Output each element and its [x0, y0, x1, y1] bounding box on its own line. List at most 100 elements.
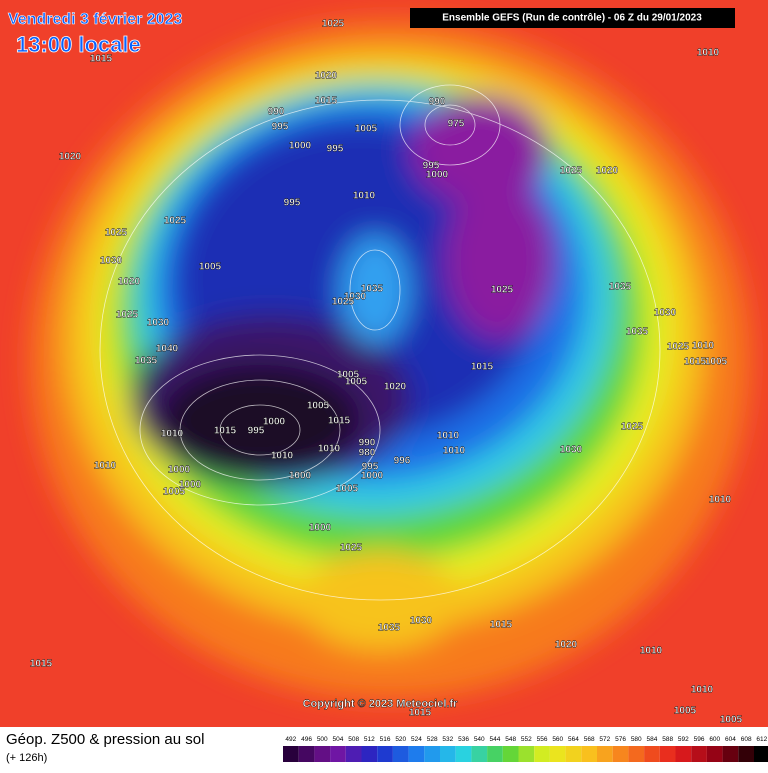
- isobar-label: 1005: [674, 706, 697, 717]
- isobar-label: 1035: [609, 282, 632, 293]
- isobar-label: 1030: [344, 292, 367, 303]
- isobar-label: 1005: [163, 487, 186, 498]
- isobar-label: 995: [362, 462, 379, 473]
- isobar-label: 1035: [361, 284, 384, 295]
- isobar-label: 1000: [309, 523, 332, 534]
- scale-swatch: [706, 746, 723, 762]
- scale-label: 612: [756, 736, 767, 743]
- isobar-label: 1005: [345, 377, 368, 388]
- isobar-label: 1000: [289, 141, 312, 152]
- isobar-label: 980: [359, 448, 376, 459]
- scale-label: 508: [348, 736, 359, 743]
- footer-title: Géop. Z500 & pression au sol: [6, 731, 204, 748]
- isobar-label: 1005: [720, 715, 743, 726]
- scale-label: 504: [333, 736, 344, 743]
- isobar-label: 1020: [384, 382, 407, 393]
- scale-swatch: [722, 746, 739, 762]
- isobar-label: 1010: [691, 685, 714, 696]
- isobar-label: 1015: [30, 659, 53, 670]
- isobar-label: 1025: [340, 543, 363, 554]
- isobar-label: 1035: [135, 356, 158, 367]
- isobar-lines: [99, 84, 661, 601]
- isobar-label: 1020: [596, 166, 619, 177]
- isobar-label: 1025: [560, 166, 583, 177]
- scale-label: 576: [615, 736, 626, 743]
- scale-label: 524: [411, 736, 422, 743]
- scale-label: 580: [631, 736, 642, 743]
- isobar-label: 1020: [59, 152, 82, 163]
- isobar-label: 1020: [118, 277, 141, 288]
- isobar-label: 1005: [337, 370, 360, 381]
- isobar-label: 1025: [164, 216, 187, 227]
- scale-label: 512: [364, 736, 375, 743]
- isobar-label: 1015: [328, 416, 351, 427]
- isobar-label: 1010: [692, 341, 715, 352]
- scale-label: 568: [584, 736, 595, 743]
- scale-label: 492: [285, 736, 296, 743]
- scale-label: 544: [490, 736, 501, 743]
- scale-label: 600: [709, 736, 720, 743]
- scale-swatch: [597, 746, 613, 762]
- isobar-label: 1015: [471, 362, 494, 373]
- isobar-label: 1010: [443, 446, 466, 457]
- isobar-label: 1025: [491, 285, 514, 296]
- isobar-label: 1015: [214, 426, 237, 437]
- scale-swatch: [691, 746, 707, 762]
- isobar-label: 995: [327, 144, 344, 155]
- isobar-label: 1025: [322, 19, 345, 30]
- scale-swatch: [487, 746, 503, 762]
- scale-label: 516: [380, 736, 391, 743]
- scale-swatch: [738, 746, 754, 762]
- scale-label: 536: [458, 736, 469, 743]
- isobar-label: 1000: [289, 471, 312, 482]
- scale-label: 592: [678, 736, 689, 743]
- isobar-label: 975: [448, 119, 465, 130]
- isobar-label: 1025: [105, 228, 128, 239]
- copyright: Copyright © 2023 Meteociel.fr: [303, 698, 459, 710]
- geopotential-field: [30, 20, 750, 700]
- isobar-label: 1000: [361, 471, 384, 482]
- isobar-label: 1025: [667, 342, 690, 353]
- isobar-label: 1025: [621, 422, 644, 433]
- scale-swatch: [283, 746, 299, 762]
- isobar-label: 1025: [332, 297, 355, 308]
- isobar-label: 1040: [156, 344, 179, 355]
- isobar-label: 1015: [90, 54, 113, 65]
- isobar-label: 1015: [409, 708, 432, 719]
- isobar-label: 995: [248, 426, 265, 437]
- scale-label: 496: [301, 736, 312, 743]
- isobar-label: 1030: [147, 318, 170, 329]
- scale-label: 528: [427, 736, 438, 743]
- date: Vendredi 3 février 2023: [8, 11, 182, 28]
- isobar-label: 1015: [490, 620, 513, 631]
- scale-swatch: [612, 746, 629, 762]
- isobar-label: 1020: [555, 640, 578, 651]
- scale-swatch: [345, 746, 362, 762]
- isobar-label: 1005: [307, 401, 330, 412]
- scale-swatch: [471, 746, 488, 762]
- isobar-label: 1000: [426, 170, 449, 181]
- isobar-label: 1015: [684, 357, 707, 368]
- isobar-label: 1010: [709, 495, 732, 506]
- isobar-label: 1000: [179, 480, 202, 491]
- scale-swatch: [314, 746, 331, 762]
- isobar-label: 995: [423, 161, 440, 172]
- scale-label: 560: [552, 736, 563, 743]
- isobar-label: 996: [394, 456, 411, 467]
- scale-label: 596: [694, 736, 705, 743]
- scale-label: 564: [568, 736, 579, 743]
- scale-label: 500: [317, 736, 328, 743]
- isobar-label: 1035: [626, 327, 649, 338]
- scale-swatch: [361, 746, 378, 762]
- scale-swatch: [330, 746, 346, 762]
- scale-swatch: [502, 746, 519, 762]
- isobar-label: 1010: [94, 461, 117, 472]
- scale-label: 588: [662, 736, 673, 743]
- isobar-label: 1025: [116, 310, 139, 321]
- time: 13:00 locale: [16, 32, 141, 57]
- scale-swatch: [675, 746, 692, 762]
- isobar-label: 990: [359, 438, 376, 449]
- scale-label: 572: [599, 736, 610, 743]
- scale-swatch: [565, 746, 582, 762]
